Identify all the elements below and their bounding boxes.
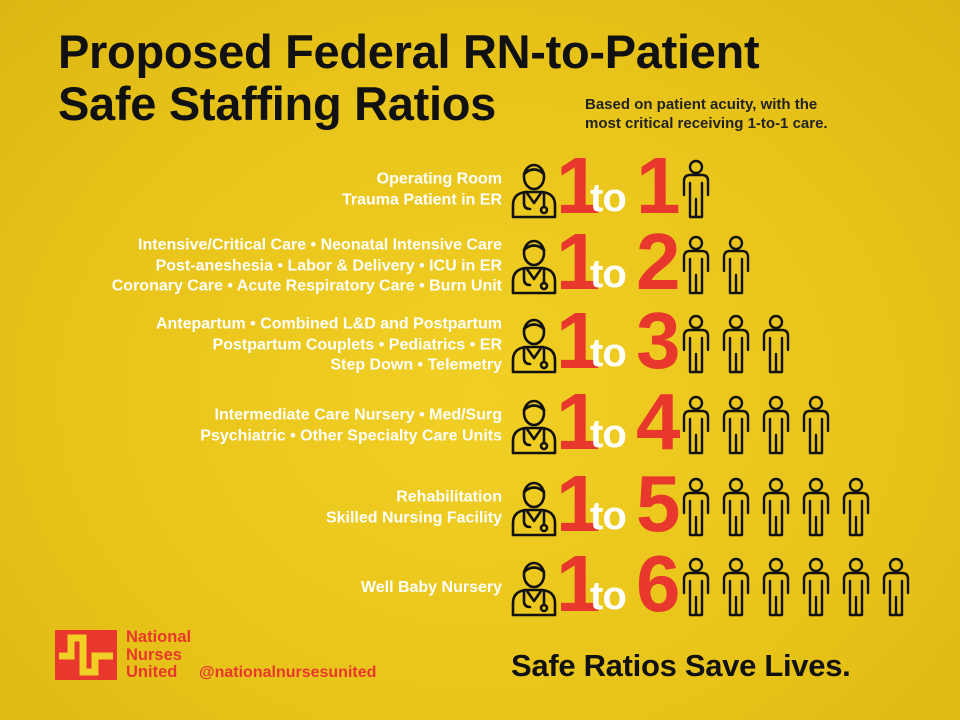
patient-icons [676,314,796,376]
patient-icons [676,395,836,457]
unit-label: Postpartum Couplets • Pediatrics • ER [212,335,502,353]
patient-icon [802,557,830,617]
nnu-logo-icon [55,630,117,680]
unit-list: Antepartum • Combined L&D and Postpartum… [156,314,502,376]
ratio-value: 1 to 5 [556,464,680,546]
social-handle: @nationalnursesunited [199,664,377,681]
unit-label: Post-aneshesia • Labor & Delivery • ICU … [155,256,502,274]
patient-icon [722,314,750,374]
unit-label: Antepartum • Combined L&D and Postpartum [155,315,502,333]
ratio-row: Intensive/Critical Care • Neonatal Inten… [0,222,960,304]
ratio-connector: to [590,574,627,618]
nurse-icon [511,163,557,219]
ratio-connector: to [590,176,627,220]
unit-label: Intermediate Care Nursery • Med/Surg [214,406,502,424]
ratio-nurses: 1 [556,459,600,548]
unit-label: Skilled Nursing Facility [325,509,502,526]
patient-icon [842,477,870,537]
patient-icon [682,314,710,374]
ratio-row: Operating Room Trauma Patient in ER 1 to… [0,146,960,228]
org-name: National Nurses United [126,628,192,682]
title-line-1: Proposed Federal RN-to-Patient [58,25,760,78]
nurse-icon [511,318,557,374]
unit-list: Rehabilitation Skilled Nursing Facility [326,488,502,529]
patient-icon [842,557,870,617]
ratio-patients: 4 [636,377,680,466]
ratio-patients: 2 [636,217,680,306]
ratio-connector: to [590,412,627,456]
subtitle-line-1: Based on patient acuity, with the [585,96,818,113]
patient-icons [676,235,756,297]
ratio-patients: 6 [636,539,680,628]
patient-icon [682,557,710,617]
ratio-nurses: 1 [556,141,600,230]
unit-label: Rehabilitation [396,488,502,506]
ratio-row: Antepartum • Combined L&D and Postpartum… [0,301,960,383]
ratio-nurses: 1 [556,296,600,385]
ratio-connector: to [590,331,627,375]
unit-label: Intensive/Critical Care • Neonatal Inten… [138,236,502,254]
patient-icon [882,557,910,617]
org-name-line: United [126,663,178,681]
subtitle-line-2: most critical receiving 1-to-1 care. [585,115,828,132]
ratio-nurses: 1 [556,377,600,466]
patient-icon [682,235,710,295]
patient-icon [762,395,790,455]
nurse-icon [511,399,557,455]
unit-list: Intermediate Care Nursery • Med/Surg Psy… [200,406,502,447]
ratio-patients: 5 [636,459,680,548]
unit-list: Operating Room Trauma Patient in ER [342,170,502,211]
ratio-value: 1 to 4 [556,382,680,464]
unit-label: Well Baby Nursery [360,578,502,596]
patient-icon [722,477,750,537]
patient-icon [722,557,750,617]
nurse-icon [511,561,557,617]
patient-icon [802,395,830,455]
patient-icon [722,395,750,455]
org-name-line: Nurses [126,645,182,664]
ratio-patients: 1 [636,141,680,230]
ratio-connector: to [590,252,627,296]
unit-list: Well Baby Nursery [361,578,502,599]
patient-icon [682,159,710,219]
unit-label: Trauma Patient in ER [341,191,502,208]
ratio-row: Intermediate Care Nursery • Med/Surg Psy… [0,382,960,464]
patient-icon [762,477,790,537]
patient-icon [762,557,790,617]
patient-icon [682,395,710,455]
ratio-nurses: 1 [556,539,600,628]
unit-label: Step Down • Telemetry [330,356,502,374]
ratio-row: Well Baby Nursery 1 to 6 [0,544,960,626]
patient-icon [802,477,830,537]
patient-icons [676,477,876,539]
org-name-line: National [126,628,192,646]
page-title: Proposed Federal RN-to-Patient Safe Staf… [58,25,760,130]
unit-label: Operating Room [376,170,502,188]
patient-icons [676,159,716,221]
patient-icon [762,314,790,374]
title-line-2: Safe Staffing Ratios [58,77,496,130]
ratio-value: 1 to 6 [556,544,680,626]
ratio-nurses: 1 [556,217,600,306]
unit-label: Coronary Care • Acute Respiratory Care •… [111,277,502,295]
ratio-connector: to [590,494,627,538]
subtitle: Based on patient acuity, with the most c… [585,95,828,133]
nurse-icon [511,481,557,537]
ratio-value: 1 to 1 [556,146,680,228]
patient-icons [676,557,916,619]
unit-list: Intensive/Critical Care • Neonatal Inten… [112,235,502,297]
ratio-row: Rehabilitation Skilled Nursing Facility … [0,464,960,546]
slogan: Safe Ratios Save Lives. [511,648,851,683]
ratio-value: 1 to 2 [556,222,680,304]
patient-icon [722,235,750,295]
nurse-icon [511,239,557,295]
patient-icon [682,477,710,537]
ratio-value: 1 to 3 [556,301,680,383]
ratio-patients: 3 [636,296,680,385]
unit-label: Psychiatric • Other Specialty Care Units [200,427,502,444]
